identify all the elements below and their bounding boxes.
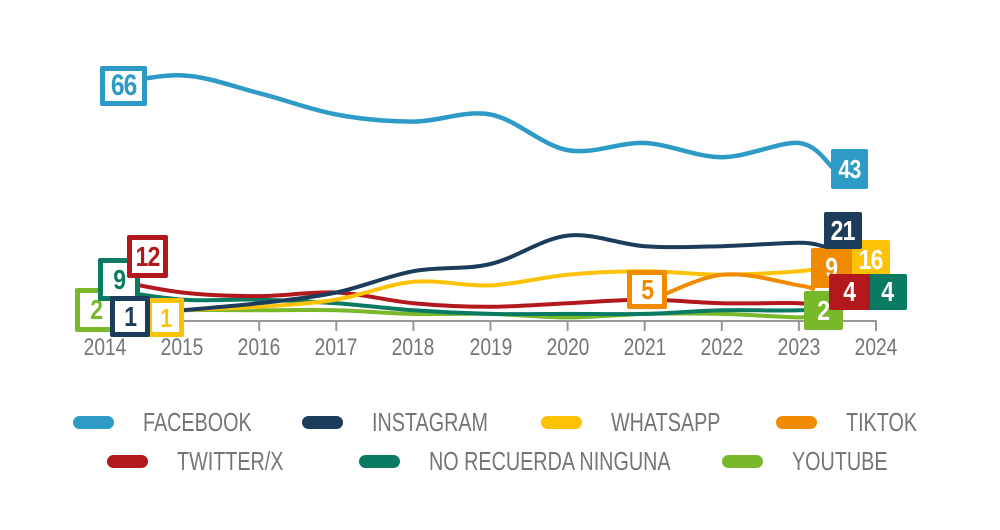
x-axis-label-2023: 2023 (777, 334, 821, 361)
legend-label-youtube: YOUTUBE (792, 446, 888, 476)
x-axis-label-2014: 2014 (83, 334, 127, 361)
legend-item-tiktok: TIKTOK (776, 409, 939, 435)
legend-swatch-youtube (722, 454, 763, 468)
callout-value: 5 (641, 273, 654, 305)
legend-label-tiktok: TIKTOK (846, 407, 918, 437)
legend-swatch-norecuerda (359, 454, 400, 468)
callout-value: 12 (135, 240, 161, 272)
series-line-twitter (103, 276, 833, 309)
legend-label-instagram: INSTAGRAM (372, 407, 489, 437)
x-axis-label-2024: 2024 (854, 334, 898, 361)
legend-swatch-twitter (107, 454, 148, 468)
legend-swatch-tiktok (776, 415, 817, 429)
callout-instagram-2024: 21 (824, 212, 862, 249)
callout-instagram-2014: 1 (110, 296, 150, 337)
legend-item-twitter: TWITTER/X (107, 448, 317, 474)
callout-whatsapp-2024: 16 (851, 240, 890, 280)
legend-label-facebook: FACEBOOK (143, 407, 252, 437)
series-line-facebook (102, 73, 836, 171)
x-axis-label-2016: 2016 (237, 334, 281, 361)
x-axis-label-2019: 2019 (469, 334, 512, 361)
x-axis-label-2021: 2021 (623, 334, 667, 361)
callout-twitter-2014: 12 (127, 235, 168, 278)
x-axis-label-2020: 2020 (546, 334, 589, 361)
callout-value: 4 (843, 276, 857, 307)
callout-tiktok-2021: 5 (627, 270, 667, 309)
legend-swatch-whatsapp (541, 415, 582, 429)
legend-swatch-facebook (73, 415, 114, 429)
legend-label-norecuerda: NO RECUERDA NINGUNA (429, 446, 671, 476)
legend-item-instagram: INSTAGRAM (302, 409, 525, 435)
x-axis-label-2022: 2022 (700, 334, 744, 361)
legend-label-twitter: TWITTER/X (177, 446, 284, 476)
x-axis-label-2018: 2018 (392, 334, 435, 361)
series-line-tiktok (642, 272, 815, 306)
callout-value: 2 (817, 294, 831, 326)
callout-whatsapp-2014: 1 (147, 298, 184, 337)
legend-item-norecuerda: NO RECUERDA NINGUNA (359, 448, 747, 474)
callout-value: 1 (159, 302, 172, 333)
callout-value: 16 (858, 244, 884, 275)
legend-swatch-instagram (302, 415, 343, 429)
series-line-norecuerda (103, 287, 871, 317)
legend-label-whatsapp: WHATSAPP (611, 407, 721, 437)
callout-facebook-2014: 66 (100, 66, 147, 106)
callout-norecuerda-2024: 4 (867, 274, 907, 310)
legend-item-facebook: FACEBOOK (73, 409, 286, 435)
callout-value: 43 (838, 154, 861, 184)
x-axis-label-2015: 2015 (160, 334, 204, 361)
legend-item-whatsapp: WHATSAPP (541, 409, 755, 435)
callout-value: 2 (90, 294, 103, 325)
callout-facebook-2024: 43 (831, 149, 868, 189)
callout-value: 21 (831, 214, 856, 246)
callout-value: 66 (110, 69, 138, 102)
x-axis-label-2017: 2017 (314, 334, 358, 361)
callout-value: 9 (113, 263, 126, 295)
series-line-instagram (103, 233, 825, 320)
callout-value: 1 (124, 300, 137, 332)
legend-item-youtube: YOUTUBE (722, 448, 918, 474)
callout-value: 4 (881, 276, 894, 307)
callout-twitter-2024: 4 (829, 274, 870, 310)
